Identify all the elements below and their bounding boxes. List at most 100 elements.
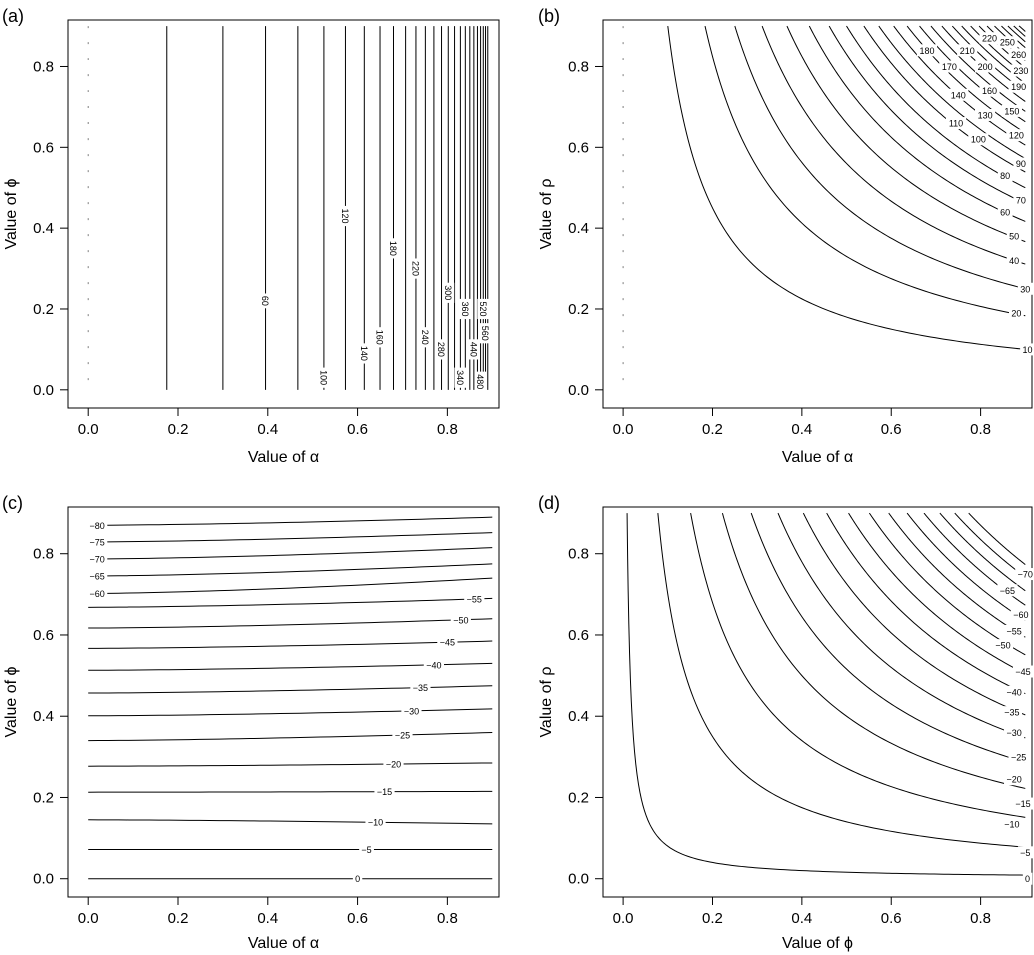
contour-label: 50 — [1009, 232, 1019, 242]
y-axis-title: Value of ρ — [538, 178, 555, 249]
contour-label-bg — [474, 371, 487, 392]
contour-line — [939, 512, 1026, 592]
contour-label: 120 — [340, 209, 350, 224]
contour-label: −5 — [361, 845, 371, 855]
contour-line — [906, 512, 1026, 621]
contour-label-bg — [997, 205, 1013, 218]
panel-c: (c) 0.0 0.2 0.4 0.6 0.8 0.0 0.2 0.4 0.6 0.8 Value o… — [2, 493, 500, 952]
contour-label: −30 — [404, 706, 419, 716]
y-tick-label: 0.0 — [33, 871, 54, 888]
contour-line — [786, 25, 1026, 243]
contour-line — [828, 25, 1026, 204]
contour-label: 210 — [960, 46, 975, 56]
contour-line — [961, 25, 1026, 84]
contour-lines: 10 20 30 40 50 60 70 80 90 100 110 120 130 140 150 160 1… — [622, 25, 1034, 390]
contour-label-bg — [939, 60, 960, 73]
contour-label-bg — [1001, 104, 1022, 117]
contour-label-bg — [997, 169, 1013, 182]
contour-label-bg — [1020, 343, 1034, 356]
x-axis-title: Value of α — [782, 449, 853, 466]
contour-label-bg — [374, 785, 395, 798]
contour-label-bg — [392, 729, 413, 742]
contour-label-bg — [87, 570, 108, 583]
contour-label-bg — [259, 293, 272, 309]
contour-line — [1018, 25, 1026, 32]
contour-label: 240 — [420, 330, 430, 345]
contour-label-bg — [957, 44, 978, 57]
contour-label: −50 — [453, 615, 468, 625]
contour-line — [88, 731, 493, 742]
contour-label-bg — [383, 758, 404, 771]
x-tick-label: 0.8 — [437, 421, 458, 438]
contour-label-bg — [87, 587, 108, 600]
contour-label-bg — [1013, 157, 1029, 170]
contour-label-bg — [419, 327, 432, 348]
contour-label: 70 — [1016, 195, 1026, 205]
contour-label: −20 — [1006, 775, 1021, 785]
contour-label: 60 — [260, 296, 270, 306]
y-tick-label: 0.2 — [568, 789, 589, 806]
contour-label: 40 — [1009, 256, 1019, 266]
y-tick-label: 0.4 — [568, 220, 589, 237]
y-axis-title: Value of ϕ — [3, 667, 20, 738]
contour-line — [88, 685, 493, 694]
contour-label-bg — [387, 238, 400, 259]
contour-line — [734, 25, 1026, 290]
contour-label-bg — [479, 323, 492, 344]
contour-line — [88, 640, 493, 649]
contour-label-bg — [997, 36, 1018, 49]
x-tick-label: 0.2 — [702, 910, 723, 927]
y-tick-label: 0.8 — [568, 546, 589, 563]
plot-frame — [67, 19, 500, 409]
y-axis-title: Value of ρ — [538, 666, 555, 737]
contour-label: 340 — [455, 370, 465, 385]
contour-line — [626, 513, 1026, 876]
contour-label-bg — [1012, 797, 1034, 810]
contour-line — [968, 512, 1026, 565]
contour-label: 220 — [410, 261, 420, 276]
x-tick-label: 0.0 — [613, 910, 634, 927]
contour-line — [88, 708, 493, 717]
x-tick-label: 0.2 — [702, 421, 723, 438]
contour-label: 20 — [1011, 309, 1021, 319]
contour-label-bg — [1015, 568, 1034, 581]
contour-label: 10 — [1023, 345, 1033, 355]
contour-label-bg — [1006, 254, 1022, 267]
panel-b: (b) 0.0 0.2 0.4 0.6 0.8 0.0 0.2 0.4 0.6 0.8 Value o… — [538, 6, 1034, 466]
contour-label-bg — [979, 32, 1000, 45]
contour-label: 0 — [355, 874, 360, 884]
contour-label-bg — [916, 44, 938, 57]
contour-label: 110 — [949, 119, 963, 129]
contour-label-bg — [467, 339, 480, 360]
contour-label: −15 — [1015, 799, 1030, 809]
x-tick-label: 0.0 — [78, 421, 99, 438]
contour-label: −45 — [1015, 667, 1030, 677]
contour-line — [1013, 25, 1026, 37]
y-tick-label: 0.6 — [568, 139, 589, 156]
x-tick-label: 0.4 — [791, 910, 812, 927]
contour-label-bg — [374, 327, 387, 348]
contour-line — [88, 819, 493, 825]
contour-label: 280 — [436, 342, 446, 357]
contour-label: −80 — [90, 521, 105, 531]
contour-label-bg — [1004, 726, 1025, 739]
contour-label: −40 — [1006, 687, 1021, 697]
contour-line — [761, 25, 1026, 265]
contour-label: 440 — [468, 342, 478, 357]
contour-label-bg — [365, 816, 386, 829]
x-tick-label: 0.6 — [347, 421, 368, 438]
panel-label: (a) — [2, 6, 24, 26]
contour-label: −10 — [368, 818, 383, 828]
panel-a: (a) 0.0 0.2 0.4 0.6 0.8 0.0 0.2 0.4 0.6 0.8 Value o… — [2, 6, 500, 466]
contour-label-bg — [450, 613, 471, 626]
contour-label: 230 — [1013, 66, 1028, 76]
contour-label: −5 — [1020, 848, 1030, 858]
contour-label: 180 — [388, 241, 398, 256]
contour-label: 520 — [478, 301, 488, 316]
contour-line — [848, 512, 1026, 675]
contour-label: −30 — [1006, 728, 1021, 738]
x-tick-label: 0.2 — [168, 910, 189, 927]
contour-label: 170 — [942, 62, 957, 72]
y-tick-label: 0.4 — [33, 220, 54, 237]
contour-label: 360 — [460, 301, 470, 316]
